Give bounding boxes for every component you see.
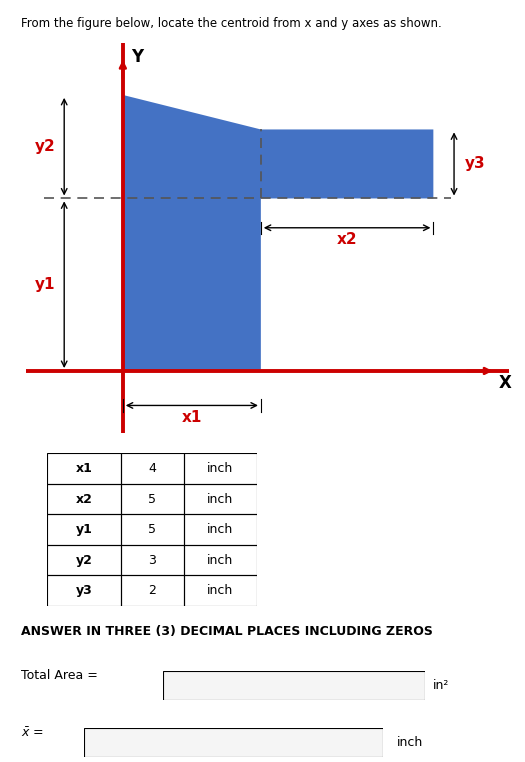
Text: x1: x1 bbox=[182, 410, 202, 425]
Bar bbox=[184, 514, 257, 545]
Bar bbox=[121, 484, 184, 514]
Text: x2: x2 bbox=[337, 232, 358, 248]
Text: inch: inch bbox=[207, 584, 234, 597]
Text: Y: Y bbox=[131, 48, 144, 66]
Text: 2: 2 bbox=[148, 584, 156, 597]
Bar bbox=[184, 575, 257, 606]
Bar bbox=[47, 484, 121, 514]
Text: y2: y2 bbox=[76, 553, 92, 567]
Text: 5: 5 bbox=[148, 523, 156, 536]
Text: inch: inch bbox=[207, 553, 234, 567]
Text: y1: y1 bbox=[35, 277, 56, 292]
Text: y3: y3 bbox=[76, 584, 92, 597]
Bar bbox=[184, 545, 257, 575]
Text: inch: inch bbox=[207, 462, 234, 475]
Text: 3: 3 bbox=[148, 553, 156, 567]
Text: $\bar{x}$ =: $\bar{x}$ = bbox=[21, 726, 44, 740]
Bar bbox=[121, 514, 184, 545]
Bar bbox=[47, 514, 121, 545]
Text: y2: y2 bbox=[35, 139, 56, 154]
Text: x1: x1 bbox=[76, 462, 92, 475]
Text: inch: inch bbox=[207, 523, 234, 536]
Bar bbox=[121, 545, 184, 575]
Polygon shape bbox=[123, 95, 433, 371]
Text: in²: in² bbox=[433, 678, 449, 692]
Text: inch: inch bbox=[396, 735, 423, 749]
Text: From the figure below, locate the centroid from x and y axes as shown.: From the figure below, locate the centro… bbox=[21, 17, 442, 30]
Bar bbox=[47, 453, 121, 484]
Bar bbox=[184, 453, 257, 484]
Text: Total Area =: Total Area = bbox=[21, 669, 98, 682]
Text: 5: 5 bbox=[148, 492, 156, 506]
Text: 4: 4 bbox=[148, 462, 156, 475]
Bar bbox=[47, 545, 121, 575]
Text: x2: x2 bbox=[76, 492, 92, 506]
Text: inch: inch bbox=[207, 492, 234, 506]
Bar bbox=[47, 575, 121, 606]
Text: y3: y3 bbox=[465, 156, 485, 171]
Text: X: X bbox=[499, 374, 512, 392]
Text: y1: y1 bbox=[76, 523, 92, 536]
Text: ANSWER IN THREE (3) DECIMAL PLACES INCLUDING ZEROS: ANSWER IN THREE (3) DECIMAL PLACES INCLU… bbox=[21, 625, 433, 638]
Bar bbox=[121, 575, 184, 606]
Bar bbox=[121, 453, 184, 484]
Bar bbox=[184, 484, 257, 514]
